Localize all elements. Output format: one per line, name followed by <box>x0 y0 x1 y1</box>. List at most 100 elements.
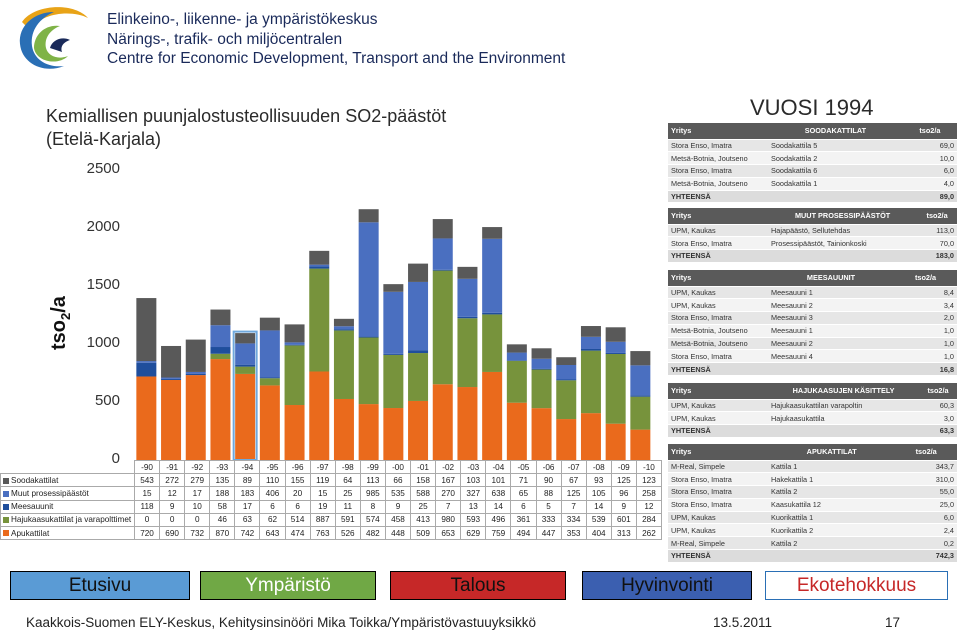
table-row: UPM, Kaukas Hajapäästö, Sellutehdas 113,0 <box>668 224 957 238</box>
bar-segment <box>580 326 601 337</box>
table-row: UPM, Kaukas Meesauuni 2 3,4 <box>668 298 957 313</box>
value-cell: 3,0 <box>919 411 957 426</box>
company-cell: Yritys <box>668 383 768 400</box>
data-cell: 574 <box>359 512 386 527</box>
data-cell: 158 <box>410 473 437 488</box>
table-row: Stora Enso, Imatra Meesauuni 4 1,0 <box>668 349 957 364</box>
data-cell: 535 <box>384 486 412 501</box>
nav-button-ympäristö[interactable]: Ympäristö <box>200 571 376 600</box>
bar-segment <box>605 423 626 460</box>
bar-segment <box>408 353 429 401</box>
source-cell: Meesauuni 1 <box>768 324 895 338</box>
bar-segment <box>309 371 330 460</box>
x-tick-label: -95 <box>259 459 286 475</box>
emission-table: Yritys MUUT PROSESSIPÄÄSTÖT tso2/a UPM, Kau… <box>668 208 957 263</box>
table-row: Hajukaasukattilat ja varapolttimet 0 0 0 46 6… <box>0 512 663 527</box>
source-cell: Meesauuni 3 <box>768 311 895 325</box>
bar-segment <box>235 366 256 374</box>
data-cell: 17 <box>234 499 261 514</box>
data-cell: 313 <box>610 525 637 541</box>
data-cell: 759 <box>485 525 512 541</box>
value-cell: 4,0 <box>902 177 957 191</box>
org-name-fi: Elinkeino-, liikenne- ja ympäristökeskus <box>107 11 378 28</box>
source-cell: Soodakattila 6 <box>768 164 903 178</box>
series-legend-label: Soodakattilat <box>0 473 135 488</box>
data-cell: 448 <box>384 525 412 541</box>
source-cell: Hajukaasukattilan varapoltin <box>768 399 920 413</box>
y-tick-label: 2500 <box>86 160 120 177</box>
value-cell: tso2/a <box>895 444 957 461</box>
bar-segment <box>556 364 577 380</box>
table-row: Stora Enso, Imatra Kattila 2 55,0 <box>668 485 957 499</box>
bar-segment <box>259 330 280 378</box>
bar-segment <box>457 278 478 317</box>
bar-segment <box>506 360 527 361</box>
data-cell: 15 <box>133 486 161 501</box>
bar-segment <box>284 342 305 345</box>
data-cell: 732 <box>184 525 211 541</box>
nav-button-etusivu[interactable]: Etusivu <box>10 571 190 600</box>
source-cell: Meesauuni 1 <box>768 286 895 300</box>
chart-data-table: -90 -91 -92 -93 -94 -95 -96 -97 -98 -99 -00 -01 -02-… <box>0 459 663 541</box>
value-cell: 6,0 <box>895 511 957 525</box>
nav-button-talous[interactable]: Talous <box>390 571 566 600</box>
table-total-row: YHTEENSÄ 89,0 <box>668 190 957 204</box>
data-cell: 5 <box>535 499 562 514</box>
source-cell: SOODAKATTILAT <box>768 123 903 140</box>
bar-segment <box>432 219 453 239</box>
bar-segment <box>185 371 206 374</box>
x-tick-label: -92 <box>184 459 211 475</box>
bar-segment <box>432 270 453 385</box>
data-cell: 543 <box>133 473 161 488</box>
bar-segment <box>580 348 601 351</box>
bar-segment <box>408 281 429 351</box>
data-cell: 12 <box>635 499 663 514</box>
nav-button-hyvinvointi[interactable]: Hyvinvointi <box>582 571 752 600</box>
data-cell: 155 <box>284 473 311 488</box>
data-cell: 9 <box>384 499 412 514</box>
bar-segment <box>482 371 503 460</box>
table-row: M-Real, Simpele Kattila 2 0,2 <box>668 536 957 551</box>
bar-segment <box>531 348 552 359</box>
x-tick-label: -97 <box>309 459 336 475</box>
value-cell: 25,0 <box>895 498 957 512</box>
bar-segment <box>185 339 206 372</box>
source-cell: Kattila 2 <box>768 536 896 551</box>
bar-segment <box>161 377 182 379</box>
x-tick-label: -07 <box>560 459 587 475</box>
table-corner <box>1 461 135 474</box>
x-tick-label: -10 <box>635 459 663 475</box>
series-legend-label: Muut prosessipäästöt <box>0 486 135 501</box>
bar-segment <box>136 298 157 362</box>
bar-segment <box>210 353 231 360</box>
company-cell: UPM, Kaukas <box>668 224 768 238</box>
y-tick-label: 0 <box>111 450 120 467</box>
data-cell: 12 <box>159 486 186 501</box>
value-cell: 3,4 <box>894 298 957 313</box>
data-cell: 474 <box>284 525 311 541</box>
legend-swatch <box>3 503 9 510</box>
bar-segment <box>556 379 577 381</box>
x-tick-label: -04 <box>485 459 512 475</box>
bar-segment <box>383 291 404 354</box>
data-cell: 119 <box>309 473 336 488</box>
company-cell: UPM, Kaukas <box>668 399 768 413</box>
table-row: Stora Enso, Imatra Soodakattila 5 69,0 <box>668 139 957 153</box>
data-cell: 62 <box>259 512 286 527</box>
legend-swatch <box>3 477 9 484</box>
data-cell: 105 <box>585 486 612 501</box>
bar-segment <box>259 377 280 379</box>
bar-segment <box>333 318 354 327</box>
value-cell: 2,4 <box>895 523 957 538</box>
bar-segment <box>136 362 157 377</box>
data-cell: 17 <box>184 486 211 501</box>
bar-segment <box>506 402 527 460</box>
bar-segment <box>630 395 651 397</box>
value-cell: 70,0 <box>917 236 957 251</box>
source-cell: Prosessipäästöt, Tainionkoski <box>768 236 918 251</box>
table-row: Soodakattilat 543 272 279 135 89 110 155 119 64 11… <box>0 473 663 488</box>
nav-button-ekotehokkuus[interactable]: Ekotehokkuus <box>765 571 948 600</box>
data-cell: 629 <box>460 525 487 541</box>
table-header-row: Yritys SOODAKATTILAT tso2/a <box>668 123 957 140</box>
table-row: Metsä-Botnia, Joutseno Meesauuni 2 1,0 <box>668 337 957 351</box>
